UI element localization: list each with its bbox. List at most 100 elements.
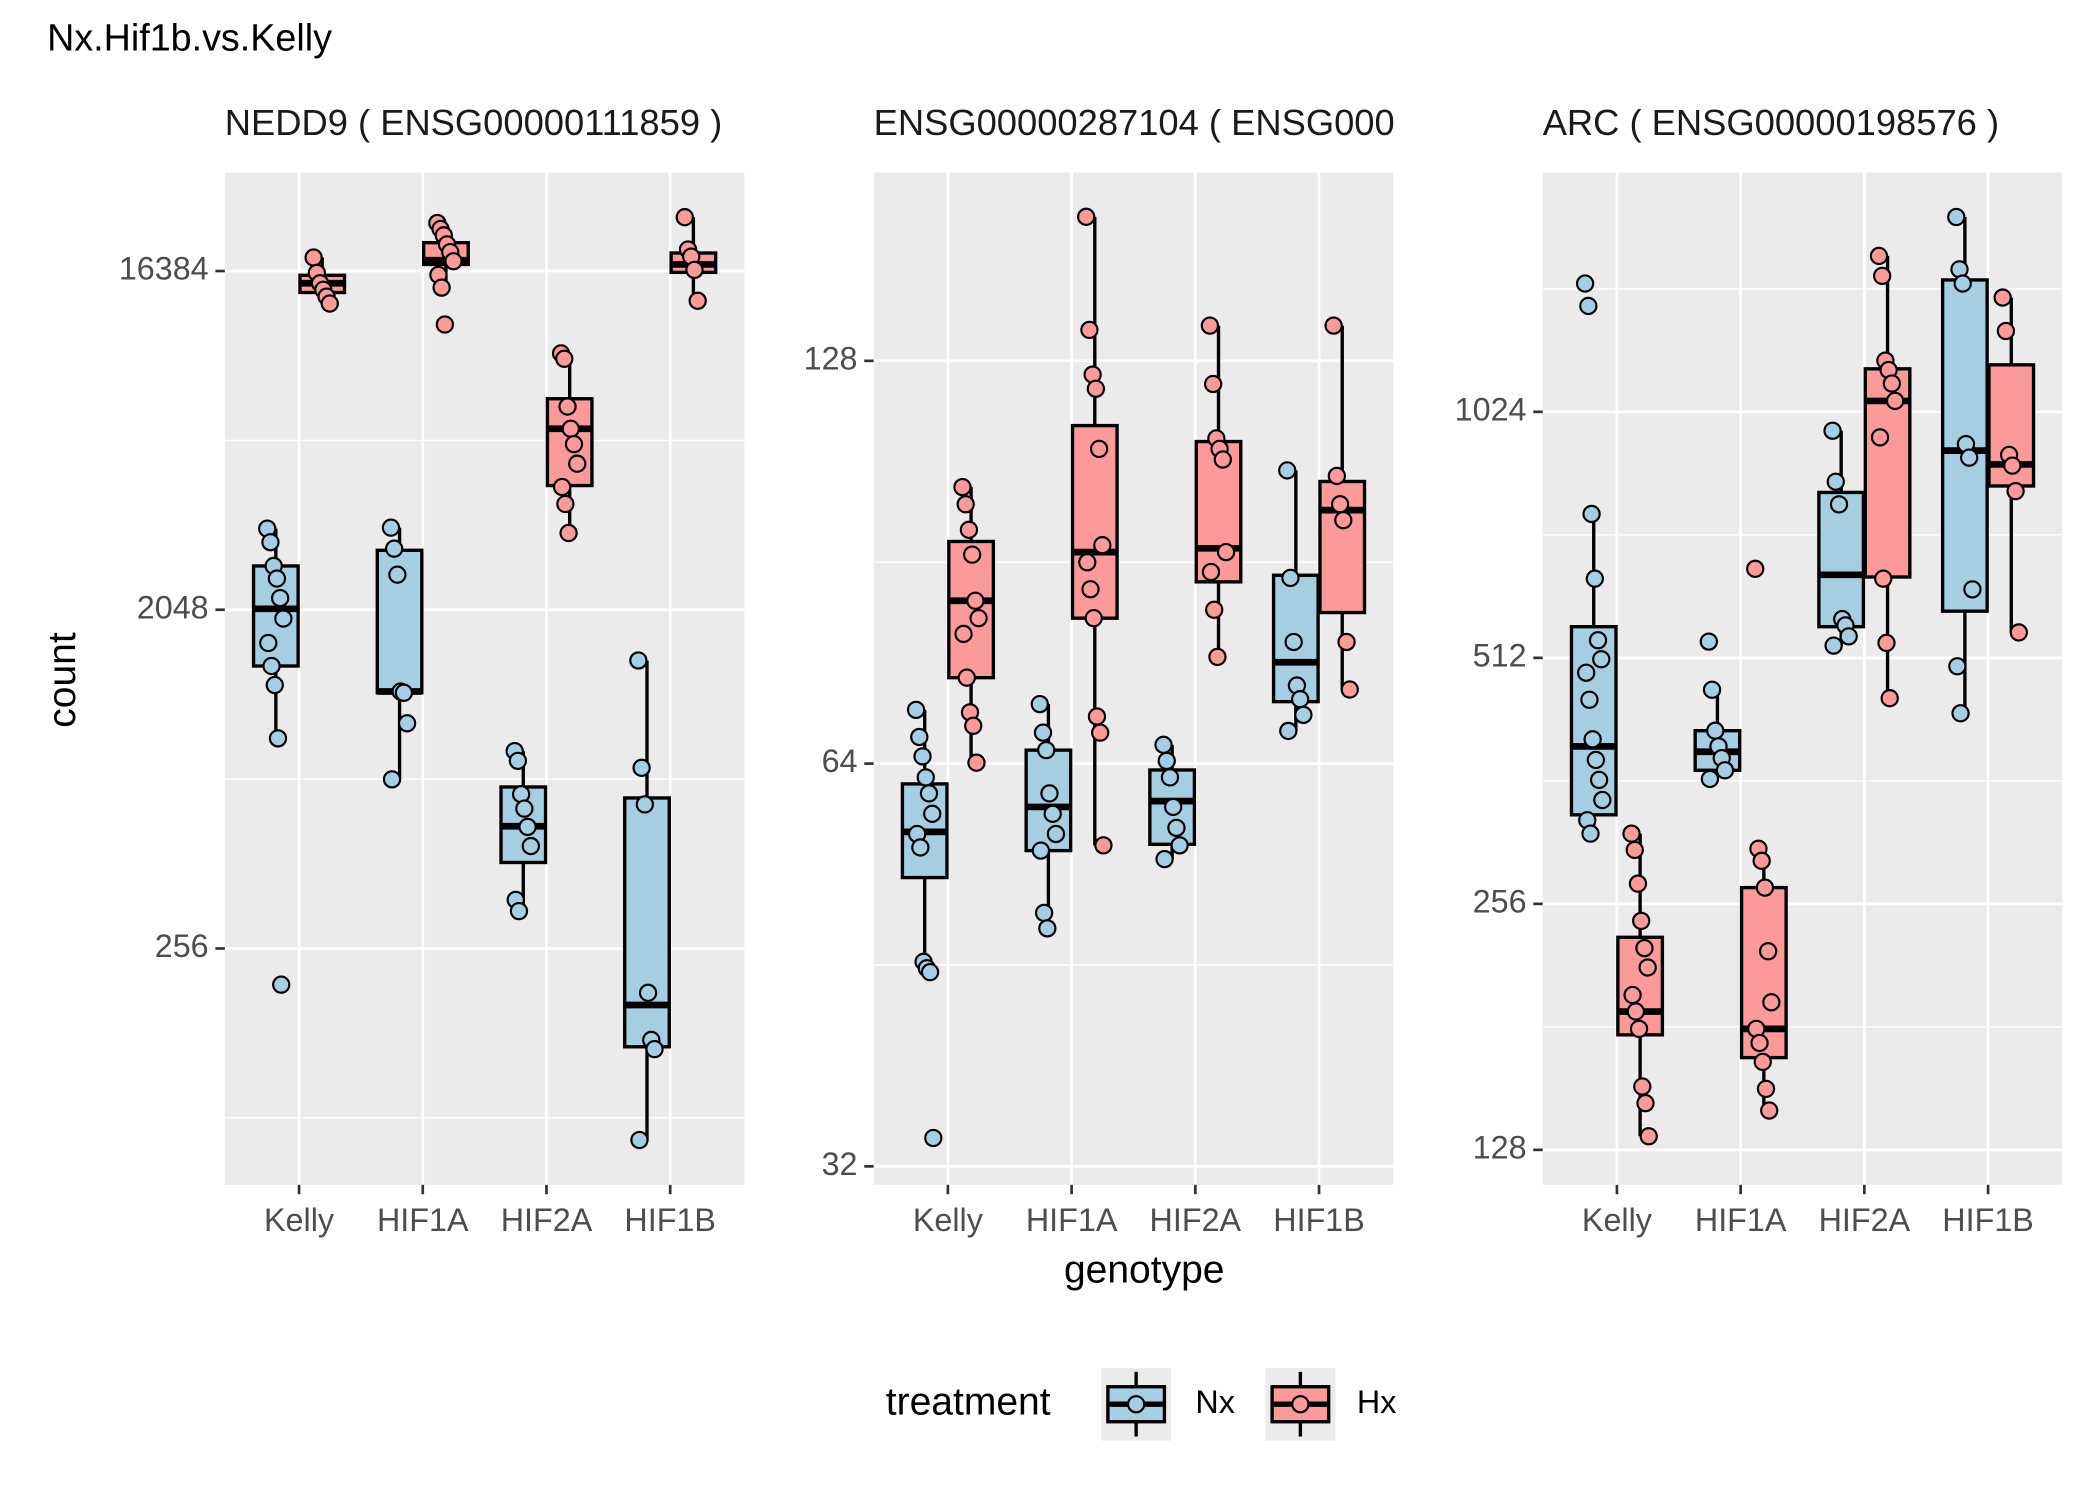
point xyxy=(1702,680,1722,699)
x-tick-label: Kelly xyxy=(913,1202,984,1238)
point xyxy=(1034,903,1054,923)
point xyxy=(969,609,988,628)
point xyxy=(630,1130,649,1150)
y-tick-label: 64 xyxy=(822,743,858,779)
point xyxy=(1948,657,1967,676)
box-group xyxy=(947,477,996,772)
point xyxy=(559,523,578,543)
x-axis-label: genotype xyxy=(1064,1249,1225,1292)
point xyxy=(555,349,574,368)
box-group xyxy=(1024,694,1073,938)
point xyxy=(1700,769,1720,789)
point xyxy=(1077,207,1096,226)
point xyxy=(1585,569,1604,588)
point xyxy=(1334,511,1353,530)
point xyxy=(1575,274,1595,293)
x-tick-label: HIF2A xyxy=(501,1202,593,1238)
point xyxy=(1086,379,1106,398)
point xyxy=(1201,562,1221,582)
point xyxy=(1869,246,1889,266)
point xyxy=(688,291,707,310)
point xyxy=(558,397,577,416)
point xyxy=(1037,740,1056,760)
point xyxy=(521,836,540,856)
point xyxy=(568,454,587,473)
point xyxy=(552,477,572,497)
point xyxy=(1870,428,1890,447)
point xyxy=(963,545,982,564)
point xyxy=(432,278,451,297)
point xyxy=(1626,1002,1645,1021)
x-tick-label: HIF1B xyxy=(1273,1202,1365,1238)
point xyxy=(1592,650,1611,669)
x-tick-label: HIF2A xyxy=(1819,1202,1911,1238)
point xyxy=(1205,600,1224,619)
x-tick-label: HIF1A xyxy=(1026,1202,1118,1238)
point xyxy=(1873,266,1892,286)
point xyxy=(1279,721,1298,741)
point xyxy=(1087,707,1107,726)
point xyxy=(1208,647,1227,667)
point xyxy=(1167,818,1186,838)
point xyxy=(1639,1127,1658,1146)
y-tick-label: 2048 xyxy=(137,589,209,625)
box-group xyxy=(422,213,470,334)
point xyxy=(629,651,648,670)
point xyxy=(1758,942,1778,961)
point xyxy=(1030,694,1049,714)
box-group xyxy=(545,344,594,543)
point xyxy=(966,591,985,610)
box-group xyxy=(1569,274,1618,843)
y-tick-label: 1024 xyxy=(1455,391,1527,427)
point xyxy=(1080,320,1099,340)
box-group xyxy=(1070,207,1119,855)
point xyxy=(675,208,694,227)
point xyxy=(959,520,979,539)
point xyxy=(1752,851,1771,870)
point xyxy=(632,758,651,777)
x-tick-label: Kelly xyxy=(1582,1202,1653,1238)
point xyxy=(1580,690,1599,709)
point xyxy=(1033,723,1053,742)
point xyxy=(1031,841,1051,860)
point xyxy=(1826,472,1845,491)
point xyxy=(394,683,414,702)
point xyxy=(1625,840,1644,860)
box-group xyxy=(1148,735,1197,869)
page-title: Nx.Hif1b.vs.Kelly xyxy=(47,17,332,59)
x-tick-label: HIF1A xyxy=(377,1202,469,1238)
point xyxy=(1880,689,1899,708)
point xyxy=(1337,632,1356,652)
point xyxy=(906,700,926,720)
x-tick-label: HIF1B xyxy=(1942,1202,2034,1238)
point xyxy=(259,633,278,653)
point xyxy=(1760,1101,1779,1120)
point xyxy=(1762,993,1781,1012)
box-group xyxy=(900,700,949,1148)
point xyxy=(268,729,288,748)
panel-title: ENSG00000287104 ( ENSG00000287104 ) xyxy=(874,102,1579,143)
point xyxy=(561,419,580,438)
point xyxy=(1951,704,1970,723)
point xyxy=(397,714,417,733)
box-group xyxy=(499,741,548,921)
point xyxy=(1993,288,2012,307)
point xyxy=(1960,448,1979,467)
point xyxy=(1633,1077,1652,1096)
box-group xyxy=(251,519,300,994)
y-tick-label: 256 xyxy=(155,928,209,964)
point xyxy=(1874,569,1893,588)
point xyxy=(1290,690,1310,709)
point xyxy=(645,1039,664,1059)
y-tick-label: 512 xyxy=(1473,637,1527,673)
box-group xyxy=(1987,288,2036,642)
point xyxy=(1755,878,1775,897)
point xyxy=(1043,804,1062,823)
point xyxy=(1078,553,1097,572)
point xyxy=(1324,316,1343,335)
box-group xyxy=(1318,316,1367,699)
point xyxy=(1699,632,1718,651)
legend-key-point xyxy=(1127,1395,1146,1414)
point xyxy=(518,817,537,837)
point xyxy=(1089,439,1109,459)
